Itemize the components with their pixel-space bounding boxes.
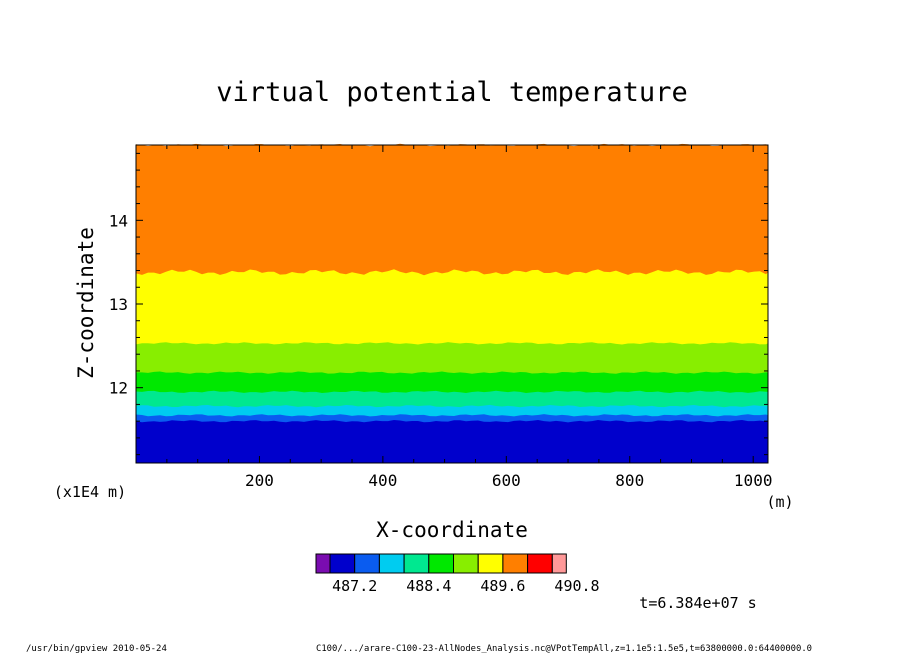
colorbar-cell — [477, 553, 504, 574]
colorbar-cell — [453, 553, 479, 574]
colorbar-cell — [502, 553, 529, 574]
plot-area — [135, 143, 769, 464]
x-tick-label: 600 — [492, 471, 521, 490]
chart-title: virtual potential temperature — [216, 77, 687, 108]
colorbar-cell — [378, 553, 405, 574]
x-tick-label: 200 — [245, 471, 274, 490]
colorbar-cell — [403, 553, 430, 574]
x-tick-label: 400 — [368, 471, 397, 490]
colorbar-tick-label: 487.2 — [332, 577, 377, 595]
footer-right: C100/.../arare-C100-23-AllNodes_Analysis… — [316, 644, 812, 654]
time-label: t=6.384e+07 s — [639, 594, 756, 612]
footer-left: /usr/bin/gpview 2010-05-24 — [26, 644, 167, 654]
x-tick-label: 800 — [615, 471, 644, 490]
y-axis-units: (x1E4 m) — [54, 483, 126, 501]
y-tick-label: 14 — [109, 211, 128, 230]
x-axis-units: (m) — [766, 493, 793, 511]
colorbar-cell — [354, 553, 380, 574]
colorbar-cell — [527, 553, 553, 574]
contour-band — [136, 420, 768, 463]
y-tick-label: 12 — [109, 379, 128, 398]
x-tick-label: 1000 — [734, 471, 773, 490]
colorbar-cell — [551, 553, 567, 574]
colorbar-tick-label: 488.4 — [406, 577, 451, 595]
colorbar-tick-label: 490.8 — [554, 577, 599, 595]
colorbar-cell — [315, 553, 331, 574]
colorbar-cell — [329, 553, 356, 574]
x-axis-label: X-coordinate — [376, 518, 528, 542]
axis-ticks: 200 400 600 800 1000 12 13 14 — [109, 145, 773, 490]
colorbar-tick-label: 489.6 — [480, 577, 525, 595]
colorbar: 487.2 488.4 489.6 490.8 — [315, 553, 600, 595]
y-tick-label: 13 — [109, 295, 128, 314]
y-axis-label: Z-coordinate — [74, 227, 98, 379]
colorbar-cell — [428, 553, 454, 574]
